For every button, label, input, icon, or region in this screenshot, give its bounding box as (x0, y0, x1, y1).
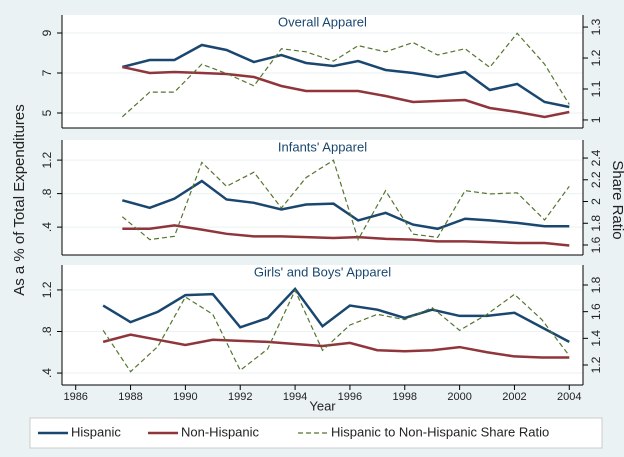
y-tick-label: .8 (40, 188, 54, 198)
y2-tick-label: 1.8 (589, 276, 603, 293)
series-line (122, 224, 570, 247)
y-tick-label: 1.2 (40, 281, 54, 298)
y2-tick-label: 1.4 (589, 330, 603, 347)
y-tick-label: 5 (40, 109, 54, 116)
y2-tick-label: 1.6 (589, 236, 603, 253)
y-axis-label: As a % of Total Expenditures (11, 104, 28, 296)
x-tick-label: 1988 (118, 391, 142, 403)
x-tick-label: 2000 (447, 391, 471, 403)
x-tick-label: 1992 (228, 391, 252, 403)
x-tick-label: 1986 (63, 391, 87, 403)
legend-box (29, 417, 603, 449)
y-tick-label: .8 (40, 326, 54, 336)
series-line (102, 288, 570, 373)
legend-label: Hispanic (71, 424, 121, 439)
x-tick-label: 1990 (173, 391, 197, 403)
y2-tick-label: 1.6 (589, 303, 603, 320)
x-axis-label: Year (309, 398, 336, 413)
x-tick-label: 1998 (393, 391, 417, 403)
y-tick-label: 7 (40, 69, 54, 76)
y-tick-label: .4 (40, 368, 54, 378)
legend-label: Non-Hispanic (181, 424, 260, 439)
x-tick-label: 1994 (283, 391, 307, 403)
series-line (121, 179, 570, 231)
panel-title: Infants' Apparel (278, 139, 367, 154)
plot-area (62, 140, 583, 255)
y2-tick-label: 1.2 (589, 49, 603, 66)
y-tick-label: .4 (40, 222, 54, 232)
y2-tick-label: 1.8 (589, 215, 603, 232)
y2-tick-label: 2 (589, 198, 603, 205)
y2-tick-label: 1.3 (589, 18, 603, 35)
series-line (122, 43, 570, 109)
y-tick-label: 1.2 (40, 151, 54, 168)
x-tick-label: 2004 (557, 391, 581, 403)
y-tick-label: 9 (40, 29, 54, 36)
legend-label: Hispanic to Non-Hispanic Share Ratio (331, 424, 549, 439)
x-tick-label: 1996 (338, 391, 362, 403)
y2-tick-label: 1.1 (589, 80, 603, 97)
x-tick-label: 2002 (502, 391, 526, 403)
series-line (121, 159, 570, 242)
y2-axis-label: Share Ratio (609, 160, 624, 239)
series-line (102, 286, 570, 343)
panel-title: Overall Apparel (278, 14, 367, 29)
series-line (122, 65, 570, 119)
y2-tick-label: 2.4 (589, 149, 603, 166)
y2-tick-label: 2.2 (589, 171, 603, 188)
y2-tick-label: 1 (589, 116, 603, 123)
series-line (102, 333, 570, 359)
panel-title: Girls' and Boys' Apparel (254, 264, 391, 279)
y2-tick-label: 1.2 (589, 356, 603, 373)
